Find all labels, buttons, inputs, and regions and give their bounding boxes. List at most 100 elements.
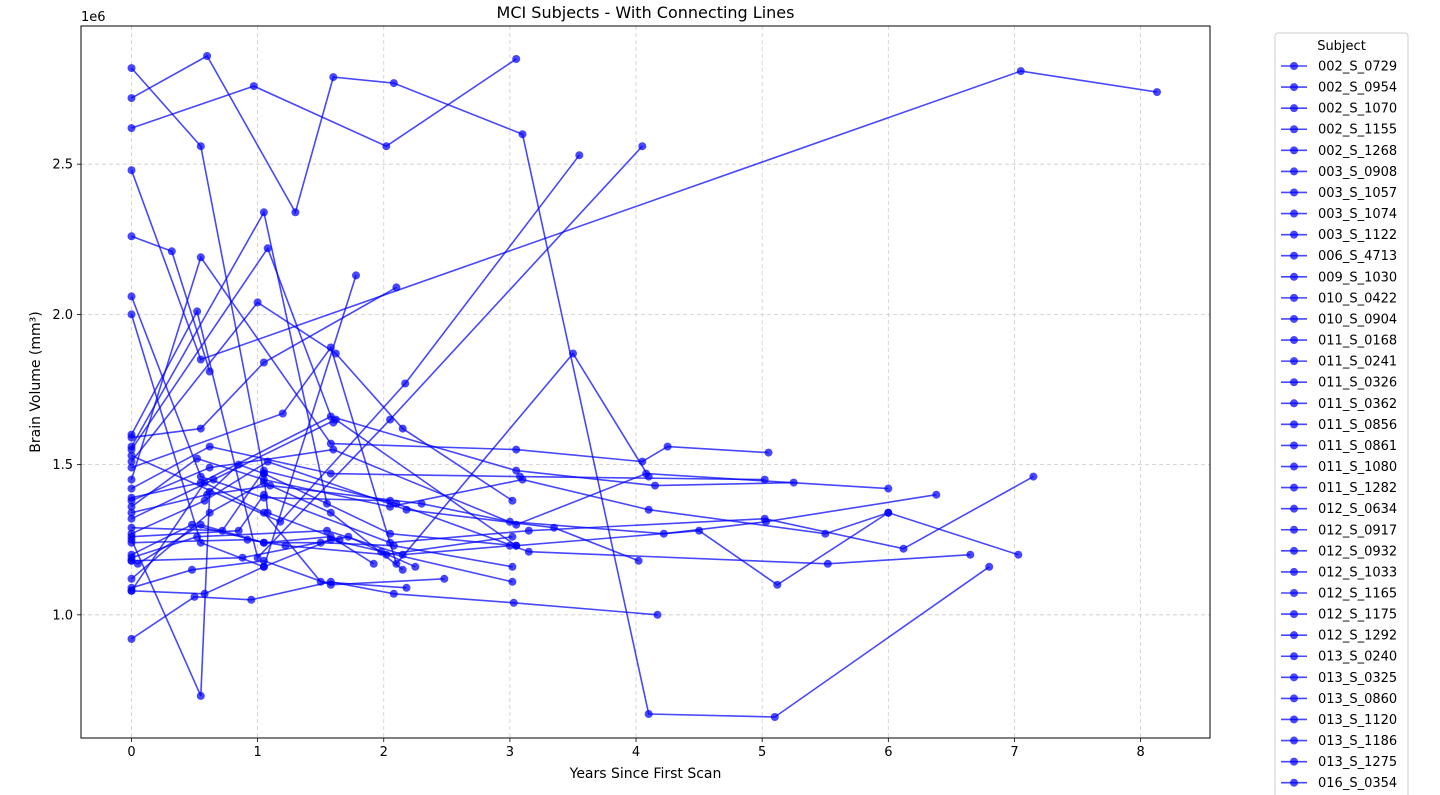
data-point [651,481,659,490]
legend-entry: 003_S_0908 [1281,165,1397,180]
data-point [127,451,136,460]
x-tick-label: 8 [1136,745,1144,760]
data-point [398,565,407,574]
legend-label: 011_S_0362 [1318,397,1397,412]
data-point [127,166,136,175]
data-point [389,589,398,598]
series [127,520,517,571]
data-point [127,514,136,523]
legend-label: 011_S_0241 [1318,355,1397,370]
legend-entry: 011_S_0326 [1281,376,1397,391]
legend-entry: 011_S_0861 [1281,439,1397,454]
legend-marker [1290,420,1298,429]
legend-title: Subject [1317,39,1366,54]
legend-label: 012_S_1292 [1318,629,1397,644]
data-point [259,556,268,565]
series [127,535,517,598]
legend-label: 003_S_1122 [1318,228,1397,243]
x-axis: 0 1 2 3 4 5 6 7 8 [127,738,1145,760]
series [127,142,647,562]
legend-entry: 011_S_0241 [1281,355,1397,370]
legend-label: 012_S_0932 [1318,544,1397,559]
data-point [188,565,196,574]
data-point [127,433,136,442]
data-point [127,232,136,241]
data-point [508,532,517,541]
legend-marker [1290,336,1298,345]
data-point [884,484,893,493]
series-line [131,475,1034,550]
series [127,466,975,568]
legend-entry: 012_S_1165 [1281,587,1397,602]
data-point [518,130,527,139]
legend-label: 011_S_0168 [1318,334,1397,349]
legend-entry: 013_S_1186 [1281,734,1397,749]
data-point [259,208,268,217]
data-point [402,583,411,592]
data-point [127,445,136,454]
x-tick-label: 6 [884,745,892,760]
data-point [127,535,136,544]
legend-entry: 011_S_0856 [1281,418,1397,433]
legend-label: 010_S_0904 [1318,312,1397,327]
legend-label: 006_S_4713 [1318,249,1397,264]
data-point [234,460,243,469]
legend-marker [1290,715,1298,724]
y-tick-label: 2.0 [52,308,73,323]
legend-marker [1290,209,1298,218]
data-point [512,55,521,63]
data-point [127,496,136,505]
series-line [131,58,517,148]
legend-label: 011_S_0326 [1318,376,1397,391]
data-point [508,496,517,505]
x-tick-label: 2 [380,745,388,760]
series [127,556,449,592]
data-point [695,526,704,535]
data-point [638,142,647,151]
data-point [524,526,533,535]
data-point [326,439,335,448]
y-tick-label: 2.5 [52,158,73,173]
data-point [505,541,514,550]
data-point [238,553,247,562]
data-point [440,574,449,583]
series-line [131,538,513,595]
legend-label: 012_S_0917 [1318,523,1397,538]
data-point [263,508,272,517]
data-point [411,562,420,571]
data-point [127,523,136,532]
data-point [512,466,521,475]
data-point [663,442,672,451]
data-point [276,517,285,526]
series-line [130,275,357,568]
data-point [323,499,331,508]
data-point [509,598,518,607]
data-point [205,442,214,451]
legend-marker [1290,146,1298,155]
legend-marker [1290,631,1298,640]
legend-marker [1290,525,1298,534]
legend-marker [1290,694,1298,703]
data-point [398,424,407,433]
data-point [1029,472,1038,481]
legend-label: 002_S_1155 [1318,123,1397,138]
data-point [127,475,136,484]
data-point [329,445,338,454]
x-tick-label: 3 [506,745,514,760]
data-point [196,142,205,151]
data-point [127,124,136,133]
data-point [524,547,533,556]
legend-label: 011_S_1080 [1318,460,1397,475]
data-point [392,283,401,292]
legend-label: 012_S_0634 [1318,502,1397,517]
y-tick-label: 1.5 [52,458,73,473]
data-point [402,505,411,514]
series-line [130,70,1158,361]
x-axis-label: Years Since First Scan [569,766,722,782]
legend: Subject 002_S_0729002_S_0954002_S_107000… [1274,32,1409,795]
data-point [263,457,272,466]
legend-label: 003_S_1057 [1318,186,1397,201]
data-point [884,508,893,517]
data-point [193,454,202,463]
legend-label: 011_S_1282 [1318,481,1397,496]
